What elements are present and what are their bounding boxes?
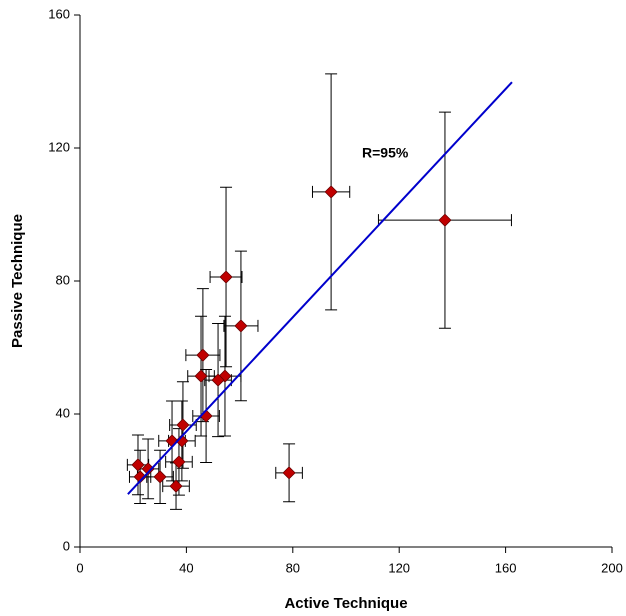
point xyxy=(194,369,208,383)
point xyxy=(438,213,452,227)
point xyxy=(131,458,145,472)
point xyxy=(169,479,183,493)
y-tick-label: 160 xyxy=(48,6,70,21)
point xyxy=(176,418,190,432)
fit-line xyxy=(127,81,513,495)
y-tick-label: 80 xyxy=(56,272,70,287)
y-tick-label: 0 xyxy=(63,538,70,553)
point xyxy=(219,270,233,284)
x-tick-label: 0 xyxy=(76,560,83,575)
point xyxy=(234,319,248,333)
annotation: R=95% xyxy=(362,145,409,161)
point xyxy=(211,373,225,387)
point xyxy=(175,434,189,448)
point xyxy=(153,470,167,484)
point xyxy=(133,470,147,484)
x-tick-label: 200 xyxy=(601,560,623,575)
y-tick-label: 120 xyxy=(48,139,70,154)
x-axis-title: Active Technique xyxy=(284,595,407,612)
x-tick-label: 120 xyxy=(388,560,410,575)
x-tick-label: 160 xyxy=(495,560,517,575)
point xyxy=(324,185,338,199)
y-axis-title: Passive Technique xyxy=(9,214,26,348)
point xyxy=(172,455,186,469)
y-tick-label: 40 xyxy=(56,405,70,420)
x-tick-label: 40 xyxy=(179,560,193,575)
point xyxy=(282,466,296,480)
x-tick-label: 80 xyxy=(286,560,300,575)
point xyxy=(196,348,210,362)
